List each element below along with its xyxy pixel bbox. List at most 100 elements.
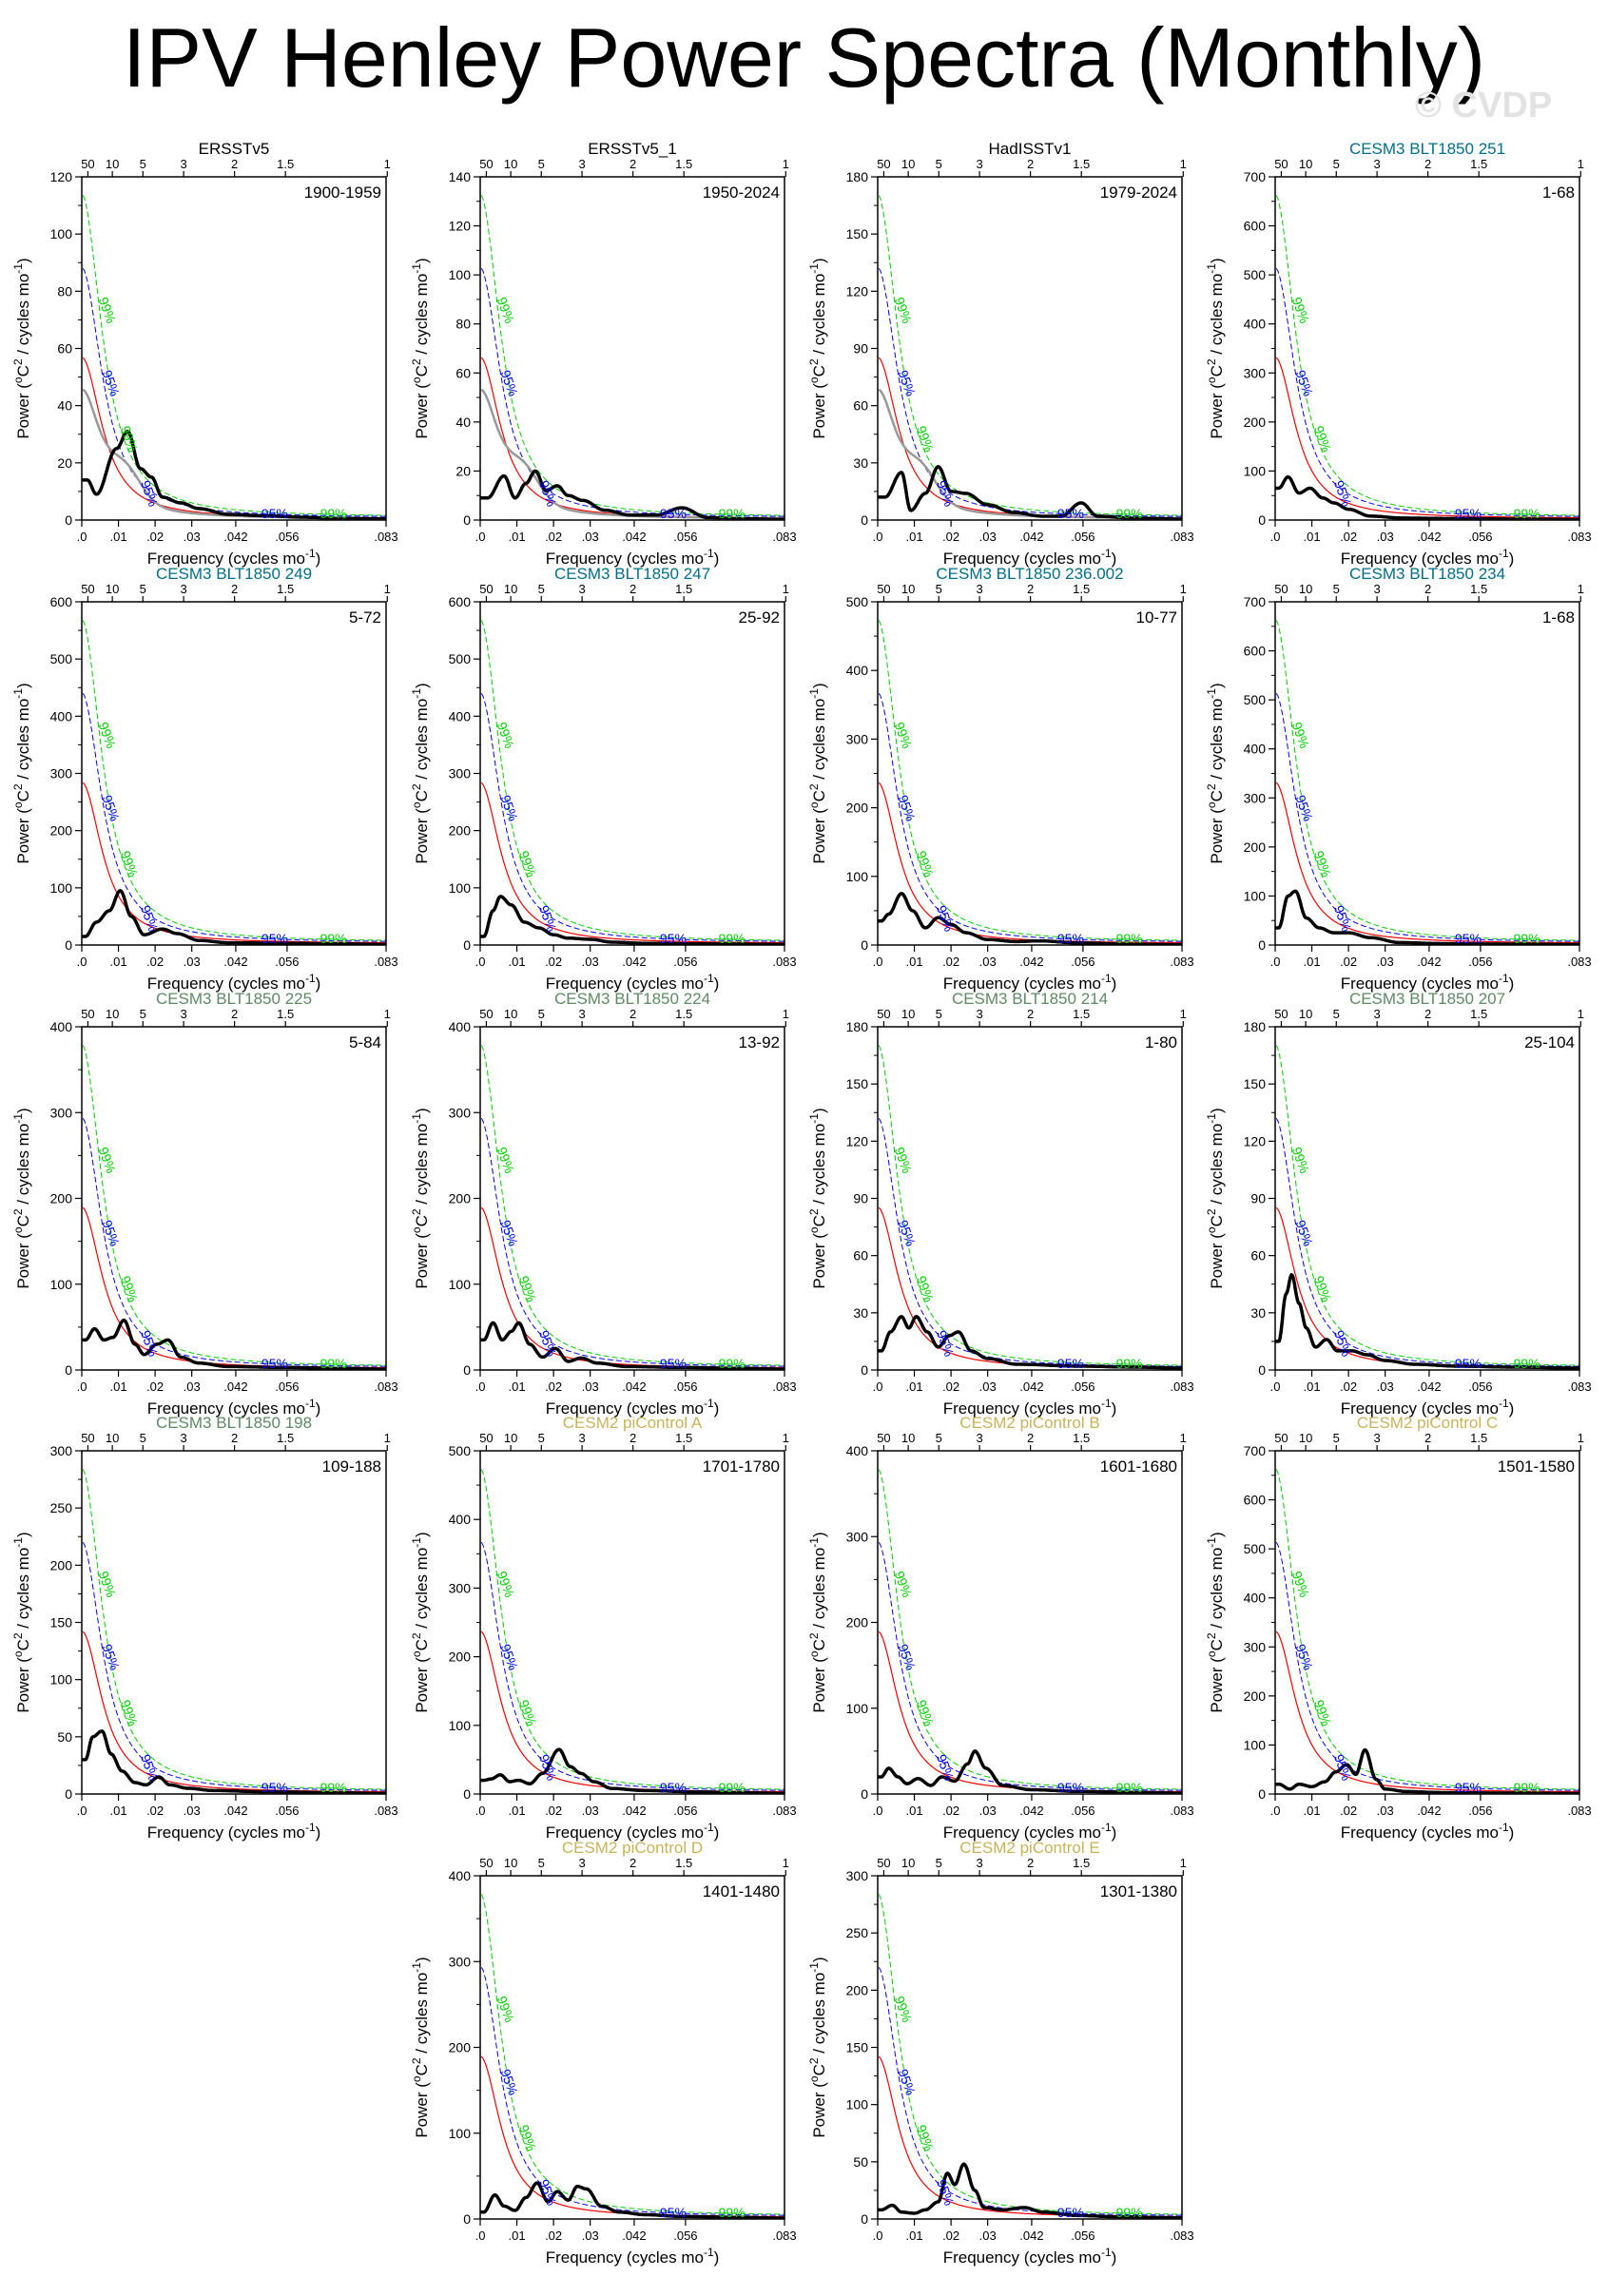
y-tick-label: 400 bbox=[846, 1443, 869, 1458]
sig99-curve bbox=[1275, 1469, 1579, 1790]
top-tick-label: 3 bbox=[976, 157, 982, 171]
y-axis-label: Power (oC2 / cycles mo-1) bbox=[410, 1957, 431, 2137]
y-tick-label: 0 bbox=[65, 937, 72, 953]
top-tick-label: 5 bbox=[140, 157, 146, 171]
spectrum-curve bbox=[82, 1729, 386, 1794]
sig95-label-right: 95% bbox=[660, 2205, 687, 2220]
x-axis-label: Frequency (cycles mo-1) bbox=[546, 547, 720, 568]
sig99-curve bbox=[878, 1894, 1182, 2215]
top-tick-label: 10 bbox=[106, 582, 119, 596]
sig95-label-mid: 95% bbox=[536, 478, 560, 509]
y-tick-label: 0 bbox=[861, 1362, 868, 1378]
x-tick-label: .056 bbox=[673, 955, 697, 969]
x-tick-label: .03 bbox=[1377, 1804, 1394, 1818]
x-axis-label: Frequency (cycles mo-1) bbox=[943, 1397, 1117, 1418]
top-tick-label: 5 bbox=[1333, 582, 1340, 596]
top-tick-label: 1 bbox=[783, 157, 789, 171]
x-tick-label: .056 bbox=[673, 530, 697, 544]
sig99-label-mid: 99% bbox=[516, 2123, 540, 2153]
x-tick-label: .03 bbox=[1377, 530, 1394, 544]
red-noise-curve bbox=[1275, 781, 1579, 944]
red-noise-curve bbox=[480, 781, 785, 944]
y-tick-label: 40 bbox=[455, 415, 471, 430]
top-tick-label: 1 bbox=[384, 1431, 391, 1445]
sig99-label-mid: 99% bbox=[516, 1698, 540, 1728]
y-tick-label: 0 bbox=[463, 937, 471, 953]
top-tick-label: 5 bbox=[140, 1431, 146, 1445]
x-tick-label: .056 bbox=[1468, 1804, 1492, 1818]
y-tick-label: 100 bbox=[50, 880, 73, 896]
sig95-curve bbox=[1275, 1118, 1579, 1367]
spectrum-panel-17: CESM2 piControl D 1401-1480 0 100 200 300 400.… bbox=[410, 1839, 797, 2267]
y-axis-label: Power (oC2 / cycles mo-1) bbox=[11, 258, 32, 438]
sig99-curve bbox=[480, 1894, 785, 2215]
top-tick-label: 1 bbox=[783, 1431, 789, 1445]
panel-curves: 99%95%99%95%95% 99% bbox=[1275, 195, 1579, 520]
y-tick-label: 100 bbox=[1244, 888, 1267, 903]
sig95-label-mid: 95% bbox=[1331, 903, 1355, 934]
y-tick-label: 180 bbox=[846, 169, 869, 184]
sig95-label-right: 95% bbox=[660, 1356, 687, 1371]
x-axis-label: Frequency (cycles mo-1) bbox=[943, 1821, 1117, 1842]
y-tick-label: 200 bbox=[449, 1650, 472, 1665]
panel-title: CESM2 piControl A bbox=[563, 1414, 703, 1432]
sig95-label: 95% bbox=[1292, 793, 1316, 823]
top-tick-label: 5 bbox=[538, 1431, 545, 1445]
x-tick-label: .02 bbox=[545, 2228, 562, 2243]
x-tick-label: .02 bbox=[146, 530, 164, 544]
y-tick-label: 80 bbox=[455, 317, 471, 332]
top-tick-label: 1.5 bbox=[1470, 157, 1487, 171]
x-tick-label: .02 bbox=[942, 2228, 959, 2243]
x-tick-label: .083 bbox=[1170, 1380, 1193, 1394]
panel-curves: 99%95%99%95%95% 99% bbox=[480, 1469, 785, 1794]
x-tick-label: .083 bbox=[1567, 955, 1591, 969]
x-tick-label: .0 bbox=[77, 1804, 87, 1818]
panel-period: 25-92 bbox=[739, 608, 780, 627]
y-tick-label: 700 bbox=[1244, 1443, 1267, 1458]
sig95-label: 95% bbox=[895, 1642, 919, 1672]
plot-frame bbox=[877, 601, 1183, 946]
panel-curves: 99%95%99%95%95% 99% bbox=[878, 620, 1182, 945]
sig95-label-mid: 95% bbox=[1331, 1752, 1355, 1783]
top-tick-label: 3 bbox=[180, 157, 186, 171]
x-tick-label: .056 bbox=[275, 530, 299, 544]
spectrum-curve bbox=[480, 1747, 785, 1794]
panel-curves: 99%95%99%95%95% 99% bbox=[878, 195, 1182, 520]
sig99-label-mid: 99% bbox=[914, 1698, 938, 1728]
top-tick-label: 50 bbox=[1274, 1007, 1288, 1021]
top-tick-label: 1.5 bbox=[1073, 1856, 1090, 1870]
y-tick-label: 60 bbox=[853, 398, 868, 414]
top-tick-label: 50 bbox=[81, 1431, 94, 1445]
spectrum-panel-11: CESM3 BLT1850 2141-800306090120150180.0.… bbox=[807, 990, 1194, 1418]
spectrum-curve bbox=[1275, 1747, 1579, 1794]
y-tick-label: 600 bbox=[1244, 219, 1267, 234]
y-tick-label: 120 bbox=[50, 169, 73, 184]
y-tick-label: 60 bbox=[853, 1248, 868, 1264]
x-tick-label: .083 bbox=[1567, 1804, 1591, 1818]
sig99-label-mid: 99% bbox=[914, 424, 938, 454]
y-tick-label: 200 bbox=[846, 1615, 869, 1630]
sig99-label-right: 99% bbox=[320, 931, 347, 946]
sig99-label-right: 99% bbox=[320, 506, 347, 521]
sig99-label-mid: 99% bbox=[1311, 1274, 1335, 1304]
x-tick-label: .042 bbox=[622, 955, 646, 969]
top-tick-label: 10 bbox=[106, 1007, 119, 1021]
panel-title: CESM2 piControl E bbox=[959, 1839, 1099, 1857]
x-tick-label: .02 bbox=[146, 1804, 164, 1818]
sig99-label-mid: 99% bbox=[516, 1274, 540, 1304]
y-axis-label: Power (oC2 / cycles mo-1) bbox=[1205, 1532, 1226, 1712]
sig95-curve bbox=[480, 268, 785, 517]
sig99-label-right: 99% bbox=[1514, 1780, 1540, 1795]
sig99-curve bbox=[82, 195, 386, 516]
spectrum-panel-1: ERSSTv5 1900-1959 0 20 40 60 80 100 120 .0 .01 .02.… bbox=[11, 140, 398, 568]
panel-curves: 99%95%99%95%95% 99% bbox=[1275, 1045, 1579, 1370]
panel-curves: 99%95%99%95%95% 99% bbox=[1275, 1469, 1579, 1795]
top-tick-label: 10 bbox=[504, 1856, 517, 1870]
x-tick-label: .02 bbox=[146, 1380, 164, 1394]
x-tick-label: .083 bbox=[1567, 1380, 1591, 1394]
top-tick-label: 1.5 bbox=[1470, 1431, 1487, 1445]
y-tick-label: 40 bbox=[57, 398, 72, 414]
top-tick-label: 1.5 bbox=[675, 1007, 692, 1021]
x-tick-label: .0 bbox=[77, 530, 87, 544]
y-tick-label: 300 bbox=[1244, 365, 1267, 380]
